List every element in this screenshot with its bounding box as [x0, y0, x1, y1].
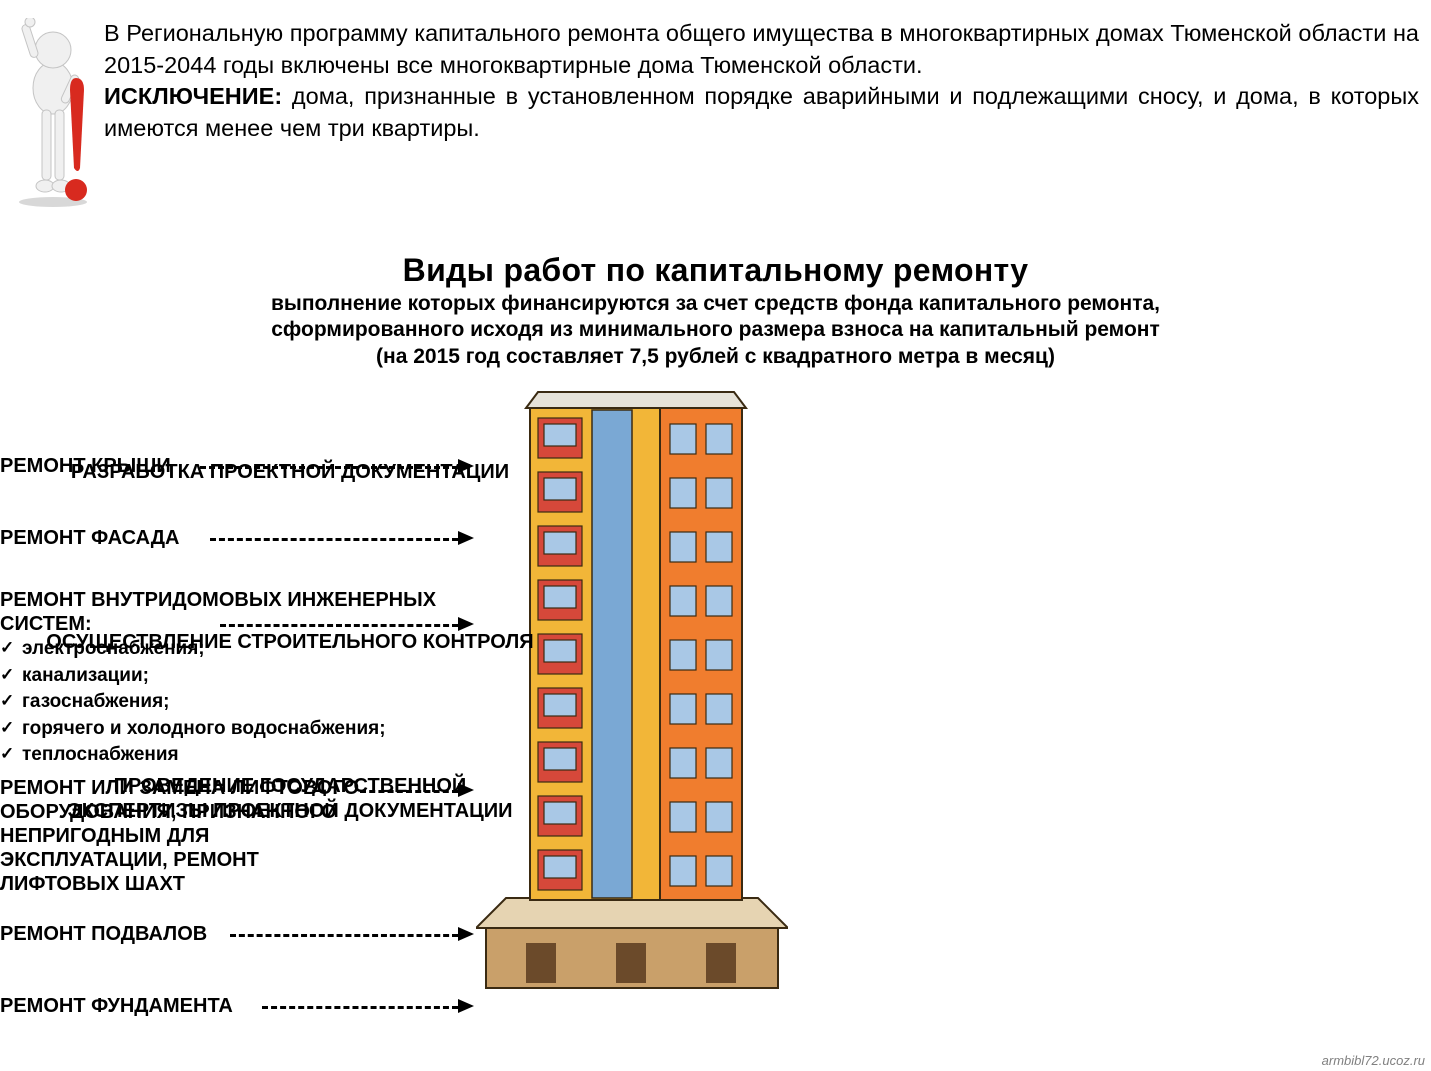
arrowhead-facade — [458, 531, 474, 545]
heading-sub-3: (на 2015 год составляет 7,5 рублей с ква… — [0, 344, 1431, 370]
arrow-foundation — [262, 1006, 458, 1009]
intro-text: В Региональную программу капитального ре… — [104, 18, 1419, 208]
heading-sub-1: выполнение которых финансируются за счет… — [0, 291, 1431, 317]
exception-label: ИСКЛЮЧЕНИЕ: — [104, 83, 282, 109]
intro-paragraph: В Региональную программу капитального ре… — [104, 20, 1419, 78]
right-item-3: ПРОВЕДЕНИЕ ГОСУДАРСТВЕННОЙ ЭКСПЕРТИЗЫ ПР… — [0, 774, 580, 824]
watermark: armbibl72.ucoz.ru — [1322, 1053, 1425, 1068]
right-item-2: ОСУЩЕСТВЛЕНИЕ СТРОИТЕЛЬНОГО КОНТРОЛЯ — [0, 630, 580, 655]
arrowhead-systems — [458, 617, 474, 631]
arrowhead-basement — [458, 927, 474, 941]
heading-block: Виды работ по капитальному ремонту выпол… — [0, 252, 1431, 370]
attention-figure-icon — [12, 18, 94, 208]
left-item-systems: РЕМОНТ ВНУТРИДОМОВЫХ ИНЖЕНЕРНЫХ СИСТЕМ: … — [0, 588, 460, 769]
system-2: канализации; — [0, 663, 460, 690]
right-item-3a: ПРОВЕДЕНИЕ ГОСУДАРСТВЕННОЙ — [114, 775, 467, 797]
heading-sub-2: сформированного исходя из минимального р… — [0, 317, 1431, 343]
heading-main: Виды работ по капитальному ремонту — [0, 252, 1431, 289]
diagram-region: РЕМОНТ КРЫШИ РЕМОНТ ФАСАДА РЕМОНТ ВНУТРИ… — [0, 378, 1431, 1071]
system-4: горячего и холодного водоснабжения; — [0, 716, 460, 743]
arrow-basement — [230, 934, 458, 937]
exception-text: дома, признанные в установленном порядке… — [104, 83, 1419, 141]
intro-section: В Региональную программу капитального ре… — [12, 18, 1419, 208]
system-3: газоснабжения; — [0, 689, 460, 716]
arrow-facade — [210, 538, 458, 541]
label-systems: РЕМОНТ ВНУТРИДОМОВЫХ ИНЖЕНЕРНЫХ СИСТЕМ: — [0, 588, 460, 636]
arrow-systems — [220, 624, 458, 627]
systems-sublist: электроснабжения; канализации; газоснабж… — [0, 636, 460, 769]
system-5: теплоснабжения — [0, 742, 460, 769]
right-item-3b: ЭКСПЕРТИЗЫ ПРОЕКТНОЙ ДОКУМЕНТАЦИИ — [67, 800, 512, 822]
arrowhead-foundation — [458, 999, 474, 1013]
right-item-1: РАЗРАБОТКА ПРОЕКТНОЙ ДОКУМЕНТАЦИИ — [0, 460, 580, 485]
